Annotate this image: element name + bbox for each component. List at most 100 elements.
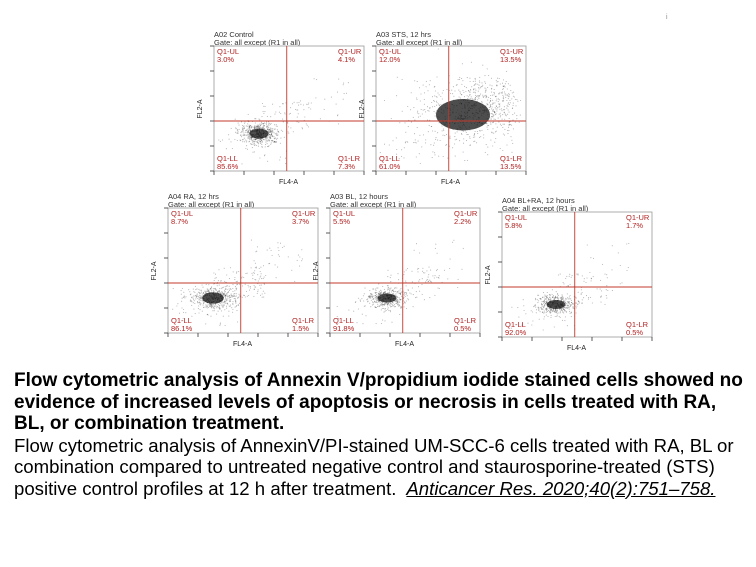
event-dot <box>562 296 564 298</box>
citation-link[interactable]: Anticancer Res. 2020;40(2):751–758. <box>406 477 716 499</box>
event-dot <box>241 127 243 129</box>
event-dot <box>377 294 379 296</box>
event-dot <box>557 293 559 296</box>
event-dot <box>498 106 500 108</box>
event-dot <box>606 274 608 276</box>
event-dot <box>431 157 433 159</box>
event-dot <box>229 295 231 297</box>
panel-title: A02 Control <box>214 30 254 39</box>
event-dot <box>313 78 315 80</box>
event-dot <box>545 310 547 312</box>
event-dot <box>569 273 571 275</box>
event-dot <box>542 296 544 299</box>
event-dot <box>298 101 300 103</box>
event-dot <box>248 124 250 126</box>
event-dot <box>222 305 225 307</box>
event-dot <box>236 283 238 285</box>
event-dot <box>491 132 493 134</box>
event-dot <box>478 88 480 90</box>
event-dot <box>343 82 345 84</box>
event-dot <box>242 125 244 127</box>
event-dot <box>556 311 558 314</box>
event-dot <box>264 143 267 146</box>
event-dot <box>193 295 195 297</box>
event-dot <box>452 147 454 149</box>
event-dot <box>224 280 226 282</box>
event-dot <box>606 277 608 279</box>
event-dot <box>485 144 487 146</box>
event-dot <box>301 249 303 251</box>
event-dot <box>466 134 468 136</box>
event-dot <box>274 137 276 139</box>
event-dot <box>232 290 234 292</box>
event-dot <box>256 125 258 127</box>
event-dot <box>296 116 298 118</box>
event-dot <box>437 139 439 141</box>
event-dot <box>567 305 569 307</box>
quadrant-lr-name: Q1-LR <box>454 316 477 325</box>
event-dot <box>500 124 502 126</box>
event-dot <box>493 121 495 123</box>
event-dot <box>228 285 230 287</box>
event-dot <box>396 301 398 303</box>
event-dot <box>270 116 272 118</box>
event-dot <box>200 297 202 299</box>
event-dot <box>379 293 381 295</box>
event-dot <box>244 139 246 141</box>
event-dot <box>512 119 514 121</box>
event-dot <box>213 272 215 274</box>
event-dot <box>222 306 224 308</box>
event-dot <box>384 291 386 293</box>
event-dot <box>521 323 523 325</box>
event-dot <box>252 274 254 276</box>
event-dot <box>583 280 585 282</box>
event-dot <box>204 291 206 293</box>
flow-panel-bl-ra: A04 BL+RA, 12 hours Gate: all except (R1 … <box>484 196 660 355</box>
event-dot <box>581 291 583 294</box>
event-dot <box>231 307 233 309</box>
event-dot <box>484 87 486 89</box>
event-dot <box>600 296 602 298</box>
event-dot <box>273 132 275 134</box>
event-dot <box>219 305 221 307</box>
event-dot <box>270 138 272 140</box>
event-dot <box>397 304 399 306</box>
event-dot <box>181 300 183 302</box>
event-dot <box>535 306 537 308</box>
event-dot <box>252 151 254 153</box>
event-dot <box>268 123 270 125</box>
event-dot <box>509 124 511 126</box>
event-dot <box>224 286 226 288</box>
event-dot <box>434 95 436 97</box>
event-dot <box>388 291 390 293</box>
event-dot <box>474 92 476 94</box>
event-dot <box>274 113 276 115</box>
event-dot <box>466 95 468 97</box>
event-dot <box>502 97 504 99</box>
event-dot <box>388 288 391 290</box>
quadrant-ll-name: Q1-LL <box>333 316 354 325</box>
event-dot <box>213 310 215 312</box>
event-dot <box>266 126 268 128</box>
event-dot <box>422 134 425 136</box>
event-dot <box>566 304 568 306</box>
event-dot <box>261 146 263 148</box>
event-dot <box>556 292 559 295</box>
event-dot <box>209 304 211 306</box>
event-dot <box>563 300 565 302</box>
event-dot <box>277 130 279 132</box>
event-dot <box>561 297 563 299</box>
event-dot <box>301 127 303 129</box>
event-dot <box>377 300 379 302</box>
event-dot <box>234 276 236 279</box>
event-dot <box>543 305 546 307</box>
event-dot <box>260 124 262 126</box>
event-dot <box>559 308 561 310</box>
event-dot <box>257 274 259 276</box>
event-dot <box>324 98 326 100</box>
event-dot <box>194 313 196 315</box>
event-dot <box>382 301 384 304</box>
event-dot <box>248 289 251 291</box>
quadrant-ur-name: Q1-UR <box>454 209 478 218</box>
event-dot <box>241 131 243 133</box>
